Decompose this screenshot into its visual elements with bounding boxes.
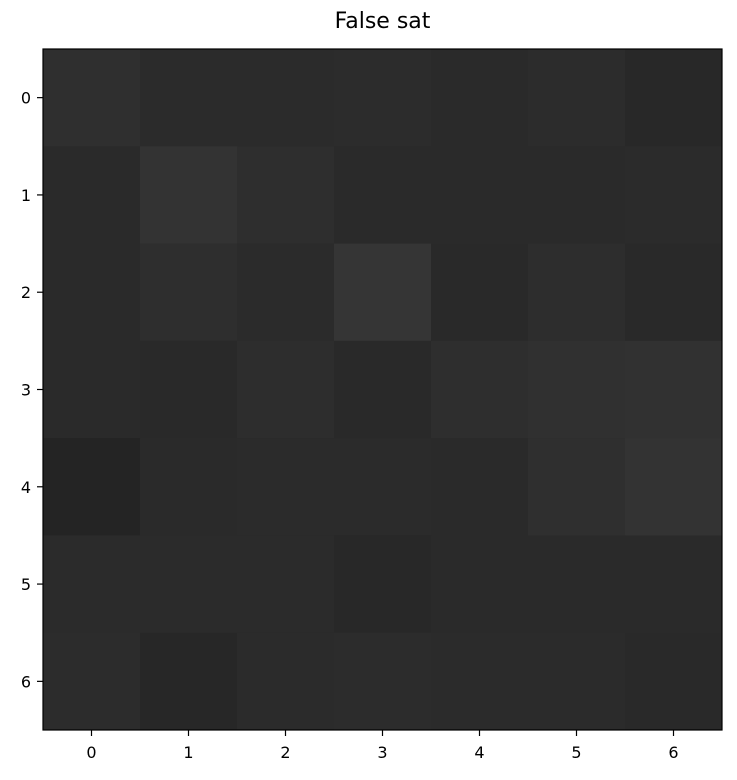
heatmap-cell-r6-c1 <box>140 632 238 731</box>
x-tick-label-2: 2 <box>280 743 290 762</box>
heatmap-cell-r3-c2 <box>237 340 335 439</box>
heatmap-cell-r3-c0 <box>43 340 141 439</box>
heatmap-cell-r3-c3 <box>334 340 432 439</box>
heatmap-cell-r2-c6 <box>625 243 723 342</box>
heatmap-cell-r6-c0 <box>43 632 141 731</box>
heatmap-cell-r6-c6 <box>625 632 723 731</box>
heatmap-cell-r5-c2 <box>237 535 335 634</box>
heatmap-cell-r3-c1 <box>140 340 238 439</box>
x-tick-label-6: 6 <box>668 743 678 762</box>
y-tick-label-2: 2 <box>21 283 31 302</box>
heatmap-cell-r0-c3 <box>334 49 432 147</box>
heatmap-cell-r2-c1 <box>140 243 238 342</box>
heatmap-cell-r4-c1 <box>140 438 238 536</box>
heatmap-cell-r5-c1 <box>140 535 238 634</box>
x-tick-label-0: 0 <box>86 743 96 762</box>
heatmap-cells <box>43 49 723 731</box>
heatmap-cell-r4-c2 <box>237 438 335 536</box>
heatmap-cell-r6-c3 <box>334 632 432 731</box>
heatmap-cell-r1-c0 <box>43 146 141 245</box>
x-tick-label-5: 5 <box>571 743 581 762</box>
heatmap-cell-r5-c4 <box>431 535 529 634</box>
heatmap-cell-r3-c5 <box>528 340 626 439</box>
heatmap-cell-r0-c1 <box>140 49 238 147</box>
heatmap-cell-r1-c6 <box>625 146 723 245</box>
heatmap-cell-r0-c5 <box>528 49 626 147</box>
y-tick-label-4: 4 <box>21 478 31 497</box>
heatmap-cell-r0-c6 <box>625 49 723 147</box>
x-tick-label-4: 4 <box>474 743 484 762</box>
heatmap-cell-r2-c0 <box>43 243 141 342</box>
heatmap-cell-r1-c2 <box>237 146 335 245</box>
heatmap-cell-r1-c1 <box>140 146 238 245</box>
heatmap-cell-r3-c4 <box>431 340 529 439</box>
heatmap-cell-r6-c4 <box>431 632 529 731</box>
heatmap-cell-r1-c4 <box>431 146 529 245</box>
heatmap-cell-r2-c3 <box>334 243 432 342</box>
heatmap-cell-r6-c2 <box>237 632 335 731</box>
heatmap-cell-r4-c3 <box>334 438 432 536</box>
x-axis: 0 1 2 3 4 5 6 <box>86 730 679 762</box>
y-tick-label-0: 0 <box>21 89 31 108</box>
heatmap-cell-r2-c5 <box>528 243 626 342</box>
heatmap-cell-r2-c4 <box>431 243 529 342</box>
heatmap-cell-r4-c6 <box>625 438 723 536</box>
heatmap-cell-r5-c6 <box>625 535 723 634</box>
heatmap-cell-r3-c6 <box>625 340 723 439</box>
y-tick-label-1: 1 <box>21 186 31 205</box>
x-tick-label-1: 1 <box>183 743 193 762</box>
heatmap-cell-r0-c4 <box>431 49 529 147</box>
heatmap-cell-r2-c2 <box>237 243 335 342</box>
y-axis: 0 1 2 3 4 5 6 <box>21 89 43 691</box>
heatmap-cell-r5-c0 <box>43 535 141 634</box>
heatmap-cell-r4-c5 <box>528 438 626 536</box>
heatmap-cell-r5-c3 <box>334 535 432 634</box>
heatmap-cell-r1-c3 <box>334 146 432 245</box>
x-tick-label-3: 3 <box>377 743 387 762</box>
heatmap-cell-r4-c4 <box>431 438 529 536</box>
heatmap-cell-r0-c2 <box>237 49 335 147</box>
heatmap-cell-r4-c0 <box>43 438 141 536</box>
heatmap-cell-r5-c5 <box>528 535 626 634</box>
heatmap-cell-r6-c5 <box>528 632 626 731</box>
y-tick-label-6: 6 <box>21 672 31 691</box>
heatmap-cell-r0-c0 <box>43 49 141 147</box>
chart-title: False sat <box>334 9 431 34</box>
heatmap-cell-r1-c5 <box>528 146 626 245</box>
y-tick-label-5: 5 <box>21 575 31 594</box>
y-tick-label-3: 3 <box>21 381 31 400</box>
